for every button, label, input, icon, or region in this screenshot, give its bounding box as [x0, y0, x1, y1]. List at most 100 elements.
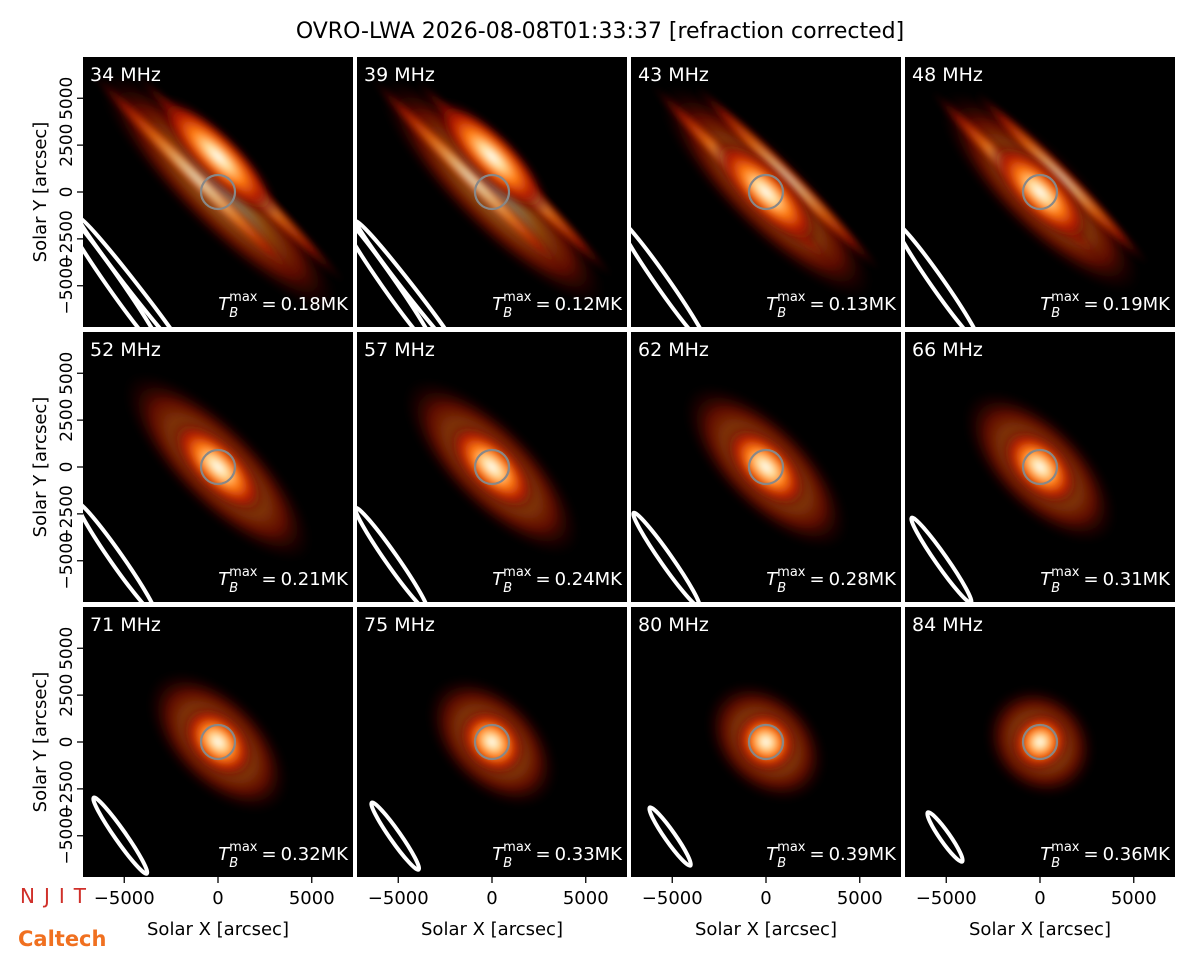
tb-superscript: max [777, 290, 806, 305]
emission-core [456, 706, 528, 778]
frequency-label: 57 MHz [364, 339, 435, 361]
y-axis-label: Solar Y [arcsec] [30, 672, 51, 813]
radio-image [83, 372, 313, 602]
tb-subscript: B [1051, 306, 1060, 321]
radio-image [83, 71, 347, 327]
tb-subscript: B [229, 306, 238, 321]
frequency-label: 80 MHz [638, 614, 709, 636]
tb-subscript: B [777, 581, 786, 596]
tb-subscript: B [777, 306, 786, 321]
tb-equals: = [261, 569, 276, 590]
beam-ellipse [631, 216, 711, 327]
x-tick-label: 5000 [837, 888, 883, 909]
frequency-label: 66 MHz [912, 339, 983, 361]
tb-superscript: max [1051, 290, 1080, 305]
x-tick-label: −5000 [94, 888, 155, 909]
tb-value: 0.12MK [555, 294, 624, 315]
solar-disk [199, 173, 237, 211]
tb-symbol: T [218, 569, 231, 590]
tb-max-label: TBmax = 0.18MK [218, 290, 349, 321]
y-axis-label: Solar Y [arcsec] [30, 397, 51, 538]
solar-disk [747, 173, 785, 211]
y-tick-label: 0 [57, 187, 77, 198]
tb-equals: = [535, 844, 550, 865]
figure-title: OVRO-LWA 2026-08-08T01:33:37 [refraction… [296, 19, 904, 44]
tb-equals: = [1083, 294, 1098, 315]
x-tick-label: 0 [1034, 888, 1045, 909]
solar-disk [1021, 173, 1059, 211]
y-tick-label: −2500 [57, 485, 77, 543]
solar-disk [199, 723, 237, 761]
y-tick-label: 2500 [57, 398, 77, 441]
tb-value: 0.36MK [1103, 844, 1172, 865]
tb-max-label: TBmax = 0.24MK [492, 565, 623, 596]
radio-image [905, 89, 1150, 327]
frequency-label: 48 MHz [912, 64, 983, 86]
tb-value: 0.31MK [1103, 569, 1172, 590]
emission-core [722, 423, 810, 511]
tb-superscript: max [503, 565, 532, 580]
beam-ellipse [357, 505, 430, 602]
logo-caltech: Caltech [18, 927, 106, 951]
tb-superscript: max [229, 290, 258, 305]
beam-ellipse [631, 510, 702, 602]
tb-max-label: TBmax = 0.13MK [766, 290, 897, 321]
tb-subscript: B [1051, 856, 1060, 871]
x-tick-label: 5000 [289, 888, 335, 909]
radio-image [91, 670, 290, 876]
panel: 39 MHz TBmax = 0.12MK [357, 57, 627, 327]
logo-njit: NJIT [20, 884, 95, 908]
tb-equals: = [809, 294, 824, 315]
x-tick-label: 5000 [1111, 888, 1157, 909]
tb-symbol: T [492, 569, 505, 590]
radio-image [647, 680, 828, 868]
tb-value: 0.32MK [281, 844, 350, 865]
y-tick-label: −5000 [57, 532, 77, 590]
tb-subscript: B [777, 856, 786, 871]
tb-symbol: T [492, 294, 505, 315]
beam-ellipse [925, 810, 965, 864]
beam-ellipse [905, 220, 983, 327]
solar-disk [747, 723, 785, 761]
tb-symbol: T [1040, 569, 1053, 590]
panel: 62 MHz TBmax = 0.28MK [631, 332, 901, 602]
emission-core [1008, 710, 1072, 774]
emission-core [157, 95, 279, 218]
tb-symbol: T [492, 844, 505, 865]
beam-ellipse [369, 800, 422, 872]
x-tick-label: −5000 [642, 888, 703, 909]
tb-max-label: TBmax = 0.28MK [766, 565, 897, 596]
y-tick-label: 0 [57, 737, 77, 748]
tb-value: 0.28MK [829, 569, 898, 590]
emission-core [446, 421, 538, 513]
solar-disk [199, 448, 237, 486]
tb-superscript: max [503, 840, 532, 855]
tb-superscript: max [1051, 840, 1080, 855]
tb-max-label: TBmax = 0.19MK [1040, 290, 1171, 321]
panel: 66 MHz TBmax = 0.31MK [905, 332, 1175, 602]
x-axis-label: Solar X [arcsec] [695, 919, 837, 940]
tb-superscript: max [777, 840, 806, 855]
solar-disk [1021, 723, 1059, 761]
frequency-label: 39 MHz [364, 64, 435, 86]
tb-subscript: B [503, 306, 512, 321]
radio-image [357, 77, 614, 327]
emission-core [711, 137, 821, 247]
y-tick-label: 5000 [57, 352, 77, 395]
x-axis-label: Solar X [arcsec] [147, 919, 289, 940]
x-tick-label: 0 [212, 888, 223, 909]
tb-max-label: TBmax = 0.12MK [492, 290, 623, 321]
panel: 57 MHz TBmax = 0.24MK [357, 332, 627, 602]
tb-superscript: max [503, 290, 532, 305]
tb-max-label: TBmax = 0.21MK [218, 565, 349, 596]
tb-equals: = [535, 569, 550, 590]
emission-core [988, 140, 1092, 244]
x-tick-label: −5000 [916, 888, 977, 909]
y-tick-label: 5000 [57, 77, 77, 120]
radio-image [631, 83, 882, 327]
tb-value: 0.13MK [829, 294, 898, 315]
emission-core [169, 418, 267, 516]
y-axis-label: Solar Y [arcsec] [30, 122, 51, 263]
